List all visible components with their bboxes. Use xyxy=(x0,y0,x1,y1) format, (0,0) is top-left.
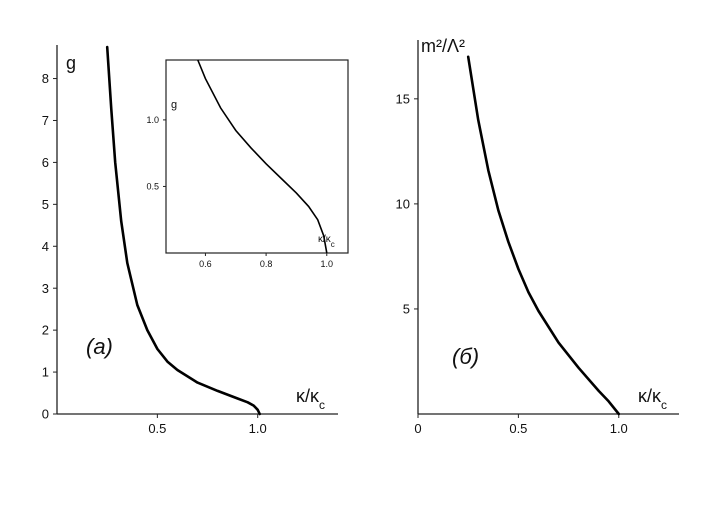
panel-b-y-tick-label: 5 xyxy=(403,301,410,316)
panel-b-y-title: m²/Λ² xyxy=(421,36,465,56)
panel-a-y-tick-label: 7 xyxy=(42,113,49,128)
panel-a-x-title: κ/κc xyxy=(296,386,325,412)
panel-b-y-tick-label: 10 xyxy=(396,196,410,211)
panel-a: 0 1 2 3 4 5 6 7 8 0.5 1.0 g κ/κc (a) 0.5 1.0 0.6 0.… xyxy=(42,45,349,436)
panel-a-y-title: g xyxy=(66,53,76,73)
inset-x-tick-label: 1.0 xyxy=(321,259,334,269)
panel-a-y-tick-label: 8 xyxy=(42,71,49,86)
inset-y-title: g xyxy=(171,99,177,111)
inset-y-tick-label: 1.0 xyxy=(146,115,159,125)
panel-a-x-tick-label: 0.5 xyxy=(148,421,166,436)
panel-a-label: (a) xyxy=(86,334,113,359)
panel-a-y-tick-label: 2 xyxy=(42,323,49,338)
inset-frame xyxy=(165,59,349,254)
panel-a-y-tick-label: 0 xyxy=(42,407,49,422)
panel-b: 5 10 15 0 0.5 1.0 m²/Λ² κ/κc (б) xyxy=(396,36,679,436)
panel-a-y-tick-label: 1 xyxy=(42,365,49,380)
panel-a-curve xyxy=(105,45,261,416)
panel-b-x-title: κ/κc xyxy=(638,386,667,412)
panel-a-y-tick-label: 4 xyxy=(42,239,49,254)
panel-b-x-tick-label: 0 xyxy=(414,421,421,436)
panel-a-y-tick-label: 5 xyxy=(42,197,49,212)
panel-b-x-tick-label: 0.5 xyxy=(509,421,527,436)
inset-y-tick-label: 0.5 xyxy=(146,182,159,192)
inset-x-tick-label: 0.6 xyxy=(199,259,212,269)
panel-b-label: (б) xyxy=(452,344,479,369)
panel-b-curve xyxy=(466,55,621,416)
inset-x-tick-label: 0.8 xyxy=(260,259,273,269)
panel-a-y-tick-label: 6 xyxy=(42,155,49,170)
inset-curve xyxy=(197,59,328,254)
inset-plot: 0.51.0 0.6 0.8 1.0 g κ/κc xyxy=(146,59,349,269)
panel-a-x-tick-label: 1.0 xyxy=(249,421,267,436)
panel-b-y-tick-label: 15 xyxy=(396,91,410,106)
panel-a-y-tick-label: 3 xyxy=(42,281,49,296)
panel-b-x-tick-label: 1.0 xyxy=(610,421,628,436)
